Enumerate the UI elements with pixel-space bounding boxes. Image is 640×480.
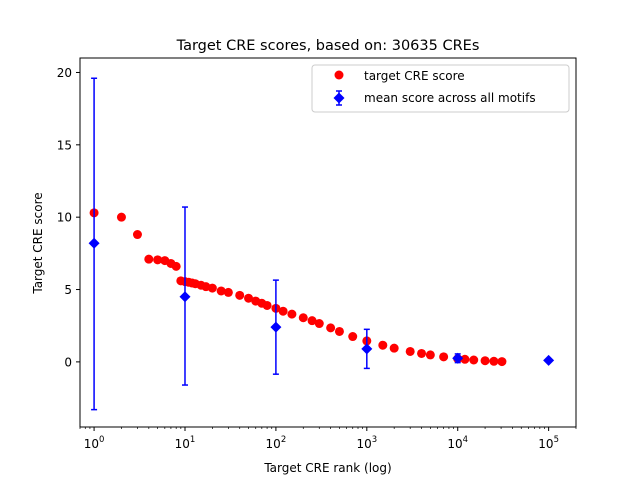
legend-marker-target-cre-score bbox=[334, 70, 344, 80]
chart-title: Target CRE scores, based on: 30635 CREs bbox=[176, 38, 480, 54]
scatter-point bbox=[278, 306, 288, 316]
scatter-point bbox=[378, 340, 388, 350]
scatter-point bbox=[497, 357, 507, 367]
mean-marker bbox=[88, 237, 100, 249]
scatter-point bbox=[417, 348, 427, 358]
scatter-point bbox=[262, 300, 272, 310]
y-tick-label: 0 bbox=[64, 355, 72, 369]
scatter-point bbox=[244, 293, 254, 303]
scatter-point bbox=[469, 355, 479, 365]
x-tick-label: 101 bbox=[175, 435, 196, 451]
scatter-point bbox=[223, 287, 233, 297]
scatter-point bbox=[480, 356, 490, 366]
scatter-point bbox=[287, 309, 297, 319]
y-tick-label: 15 bbox=[57, 138, 72, 152]
mean-marker bbox=[452, 352, 464, 364]
axes-frame bbox=[79, 57, 577, 428]
scatter-point bbox=[334, 326, 344, 336]
scatter-point bbox=[307, 316, 317, 326]
mean-marker bbox=[179, 291, 191, 303]
x-axis-label: Target CRE rank (log) bbox=[263, 461, 391, 475]
legend-label-mean-score: mean score across all motifs bbox=[364, 91, 536, 105]
scatter-point bbox=[405, 346, 415, 356]
scatter-point bbox=[314, 319, 324, 329]
scatter-point bbox=[389, 343, 399, 353]
scatter-point bbox=[216, 286, 226, 296]
scatter-point bbox=[153, 255, 163, 265]
x-axis-ticks: 100 101 102 103 104 105 bbox=[79, 427, 577, 451]
scatter-point bbox=[326, 323, 336, 333]
x-tick-label: 104 bbox=[447, 435, 468, 451]
scatter-point bbox=[298, 313, 308, 323]
scatter-point bbox=[460, 354, 470, 364]
y-axis-ticks: 0 5 10 15 20 bbox=[57, 66, 80, 369]
scatter-point bbox=[439, 352, 449, 362]
scatter-point bbox=[132, 230, 142, 240]
x-tick-label: 100 bbox=[84, 435, 105, 451]
mean-marker bbox=[270, 321, 282, 333]
legend-frame bbox=[311, 64, 570, 113]
x-tick-label: 103 bbox=[356, 435, 377, 451]
scatter-point bbox=[489, 356, 499, 366]
mean-marker bbox=[361, 343, 373, 355]
x-tick-label: 105 bbox=[538, 435, 559, 451]
y-tick-label: 10 bbox=[57, 211, 72, 225]
scatter-point bbox=[207, 283, 217, 293]
legend-marker-mean-score bbox=[333, 92, 345, 104]
y-tick-label: 5 bbox=[64, 283, 72, 297]
plot-area bbox=[88, 77, 555, 411]
y-axis-label: Target CRE score bbox=[31, 192, 45, 294]
legend-label-target-cre-score: target CRE score bbox=[364, 69, 465, 83]
scatter-point bbox=[235, 290, 245, 300]
legend: target CRE score mean score across all m… bbox=[311, 64, 570, 113]
series-target-cre-score bbox=[89, 208, 507, 367]
scatter-point bbox=[425, 350, 435, 360]
x-tick-label: 102 bbox=[266, 435, 287, 451]
scatter-point bbox=[144, 254, 154, 264]
mean-marker bbox=[543, 354, 555, 366]
scatter-point bbox=[171, 261, 181, 271]
scatter-point bbox=[348, 332, 358, 342]
series-mean-score bbox=[88, 77, 555, 411]
y-tick-label: 20 bbox=[57, 66, 72, 80]
scatter-point bbox=[116, 212, 126, 222]
